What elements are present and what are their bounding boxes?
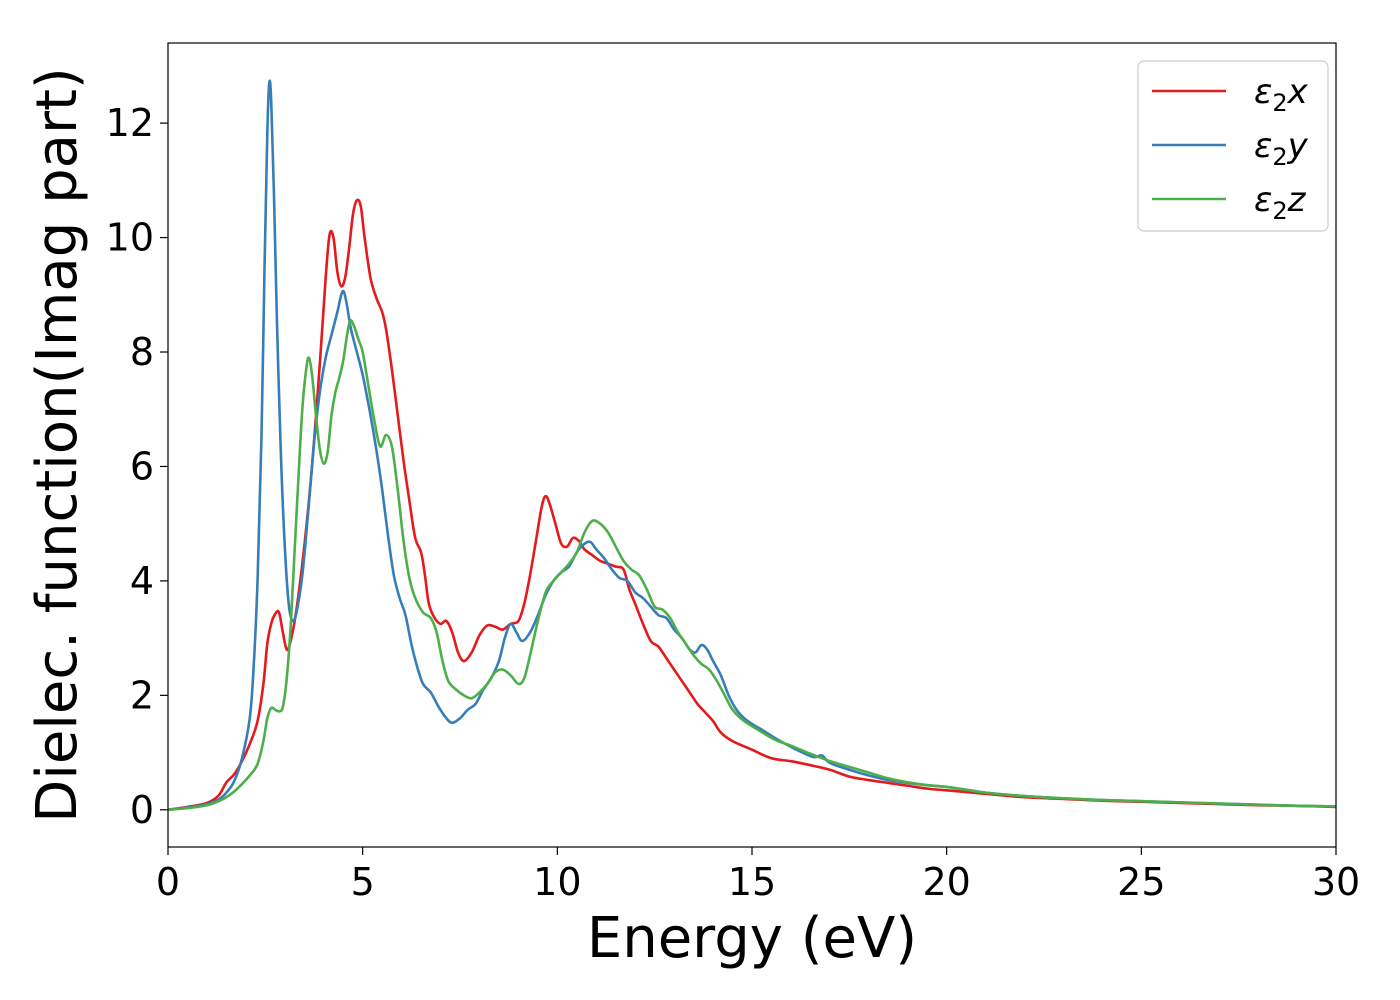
- y-tick-label: 4: [130, 559, 154, 603]
- y-tick-label: 12: [106, 101, 154, 145]
- legend-box: [1137, 60, 1329, 232]
- series-layer: [167, 79, 1337, 812]
- x-tick-label: 15: [728, 860, 776, 904]
- x-tick-label: 10: [533, 860, 581, 904]
- x-axis-title: Energy (eV): [587, 906, 917, 971]
- series-line-y: [167, 79, 1337, 812]
- legend-label-z: ε2z: [1254, 180, 1307, 225]
- y-tick-label: 8: [130, 330, 154, 374]
- y-axis: 0 2 4 6 8 10 12: [106, 101, 168, 832]
- y-tick-label: 2: [130, 673, 154, 717]
- x-tick-label: 0: [156, 860, 180, 904]
- x-tick-label: 5: [351, 860, 375, 904]
- x-tick-label: 20: [922, 860, 970, 904]
- y-tick-label: 6: [130, 444, 154, 488]
- legend-label-y: ε2y: [1254, 126, 1309, 171]
- legend-label-x: ε2x: [1254, 72, 1309, 117]
- y-axis-title: Dielec. function(Imag part): [25, 67, 90, 823]
- legend: ε2x ε2y ε2z: [1137, 60, 1329, 232]
- x-tick-label: 25: [1117, 860, 1165, 904]
- y-tick-label: 0: [130, 788, 154, 832]
- y-tick-label: 10: [106, 216, 154, 260]
- series-line-z: [167, 318, 1337, 812]
- x-tick-label: 30: [1312, 860, 1360, 904]
- x-axis: 0 5 10 15 20 25 30: [156, 847, 1360, 904]
